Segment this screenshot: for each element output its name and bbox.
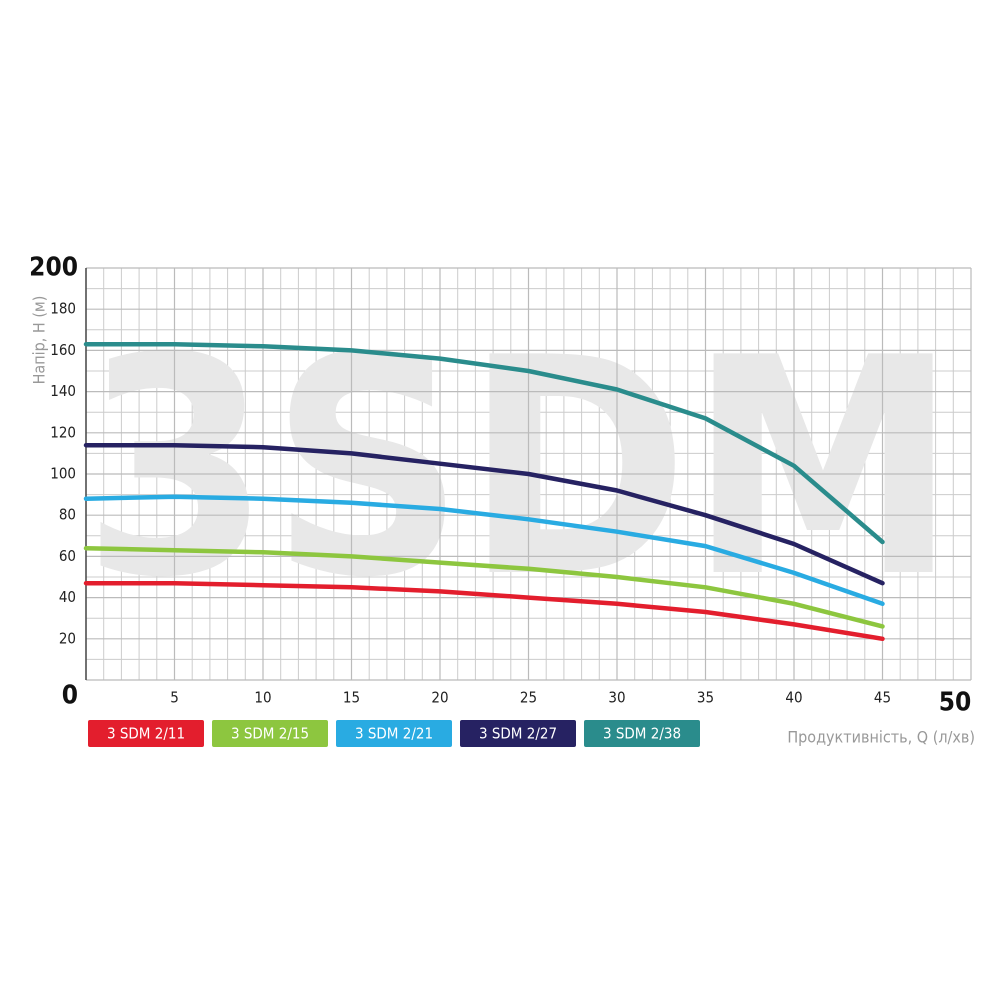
- line-series: [83, 494, 885, 607]
- x-tick-label: 10: [254, 689, 271, 707]
- legend-label: 3 SDM 2/27: [479, 725, 557, 743]
- y-tick-label: 100: [50, 465, 76, 483]
- legend-label: 3 SDM 2/15: [231, 725, 309, 743]
- x-tick-label: 30: [608, 689, 625, 707]
- y-tick-label: 180: [50, 300, 76, 318]
- legend-swatch: [212, 720, 328, 747]
- legend-label: 3 SDM 2/38: [603, 725, 681, 743]
- legend-label: 3 SDM 2/21: [355, 725, 433, 743]
- y-tick-label: 80: [59, 506, 76, 524]
- legend-label: 3 SDM 2/11: [107, 725, 185, 743]
- x-tick-label: 20: [431, 689, 448, 707]
- x-tick-label: 5: [170, 689, 179, 707]
- legend-swatch: [336, 720, 452, 747]
- y-tick-label: 40: [59, 588, 76, 606]
- y-tick-label: 140: [50, 382, 76, 400]
- x-tick-label: 50: [939, 688, 972, 718]
- y-tick-label: 60: [59, 547, 76, 565]
- line-series: [83, 341, 885, 545]
- y-tick-label: 200: [29, 253, 78, 283]
- x-tick-label: 15: [343, 689, 360, 707]
- line-series: [83, 545, 885, 629]
- x-tick-label: 35: [697, 689, 714, 707]
- x-tick-label: 45: [874, 689, 891, 707]
- line-series: [83, 580, 885, 642]
- y-tick-label: 120: [50, 423, 76, 441]
- y-axis-label: Напір, H (м): [30, 296, 49, 385]
- y-tick-label: 0: [62, 681, 78, 711]
- x-tick-label: 25: [520, 689, 537, 707]
- x-axis-label: Продуктивність, Q (л/хв): [787, 728, 975, 747]
- y-tick-label: 160: [50, 341, 76, 359]
- line-series: [83, 442, 885, 586]
- y-tick-label: 20: [59, 629, 76, 647]
- legend-swatch: [88, 720, 204, 747]
- x-tick-label: 40: [785, 689, 802, 707]
- legend-swatch: [460, 720, 576, 747]
- legend-swatch: [584, 720, 700, 747]
